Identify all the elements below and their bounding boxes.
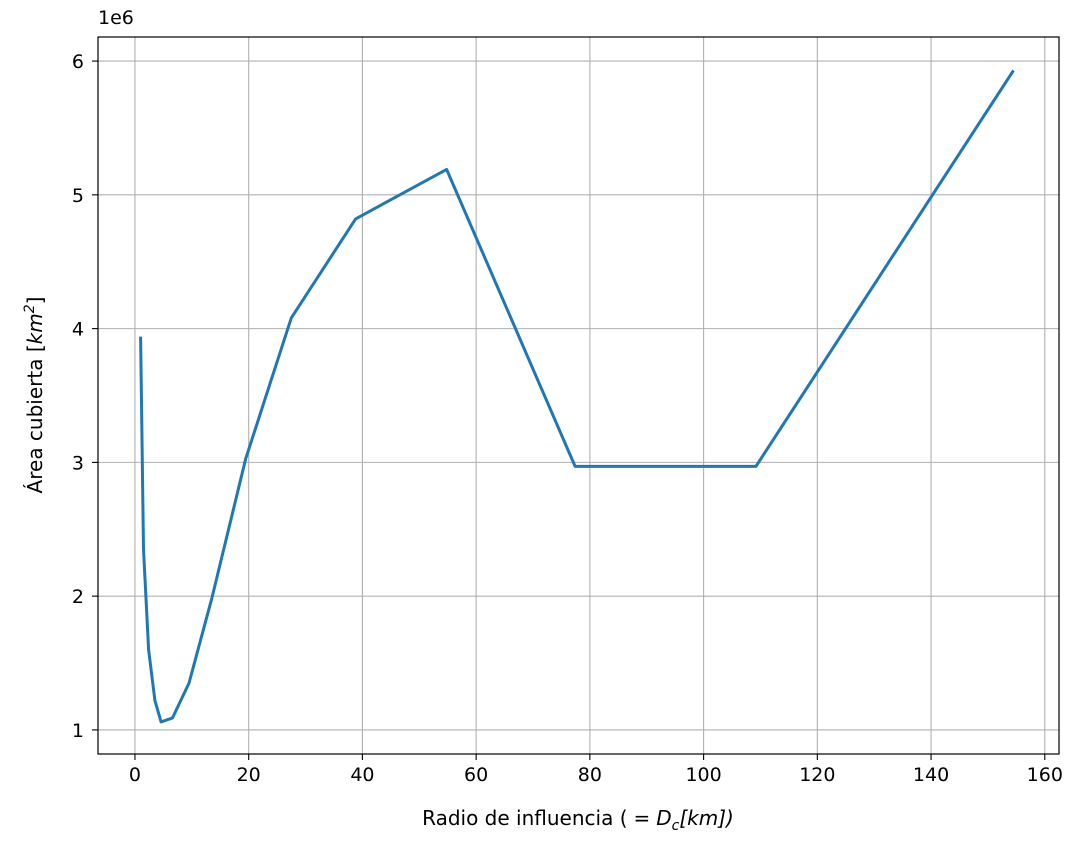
series-layer — [139, 69, 1015, 724]
x-axis-title-prefix: Radio de influencia ( — [422, 806, 627, 830]
grid-lines — [98, 37, 1059, 754]
x-tick-label: 140 — [913, 764, 949, 786]
x-axis-title-d: D — [656, 806, 671, 830]
x-tick-label: 40 — [350, 764, 374, 786]
x-tick-label: 60 — [464, 764, 488, 786]
y-axis-title-exp: 2 — [22, 304, 38, 313]
y-tick-label: 1 — [72, 720, 84, 742]
y-tick-label: 5 — [72, 185, 84, 207]
y-tick-label: 6 — [72, 51, 84, 73]
x-axis-title-unit: [km]) — [679, 806, 733, 830]
y-tick-label: 4 — [72, 319, 84, 341]
y-axis-title: Área cubierta [km2] — [22, 297, 47, 494]
y-axis-title-suffix: ] — [23, 297, 47, 305]
x-tick-label: 120 — [799, 764, 835, 786]
x-axis-title-sub: c — [672, 818, 680, 834]
axis-ticks: 0 20 40 60 80 100 120 140 160 1 2 3 4 5 6 — [72, 51, 1063, 786]
y-tick-label: 2 — [72, 586, 84, 608]
x-tick-label: 100 — [685, 764, 721, 786]
x-tick-label: 160 — [1027, 764, 1063, 786]
x-tick-label: 0 — [129, 764, 141, 786]
x-tick-label: 20 — [237, 764, 261, 786]
series-line — [139, 69, 1015, 724]
x-axis-title: Radio de influencia ( = Dc[km]) — [422, 806, 734, 834]
y-tick-label: 3 — [72, 452, 84, 474]
y-axis-title-prefix: Área cubierta [ — [23, 344, 47, 493]
y-axis-title-unit: km — [23, 313, 47, 344]
x-tick-label: 80 — [578, 764, 602, 786]
plot-frame — [97, 36, 1060, 755]
y-offset-label: 1e6 — [98, 7, 134, 29]
x-axis-title-eq: = — [634, 806, 651, 830]
